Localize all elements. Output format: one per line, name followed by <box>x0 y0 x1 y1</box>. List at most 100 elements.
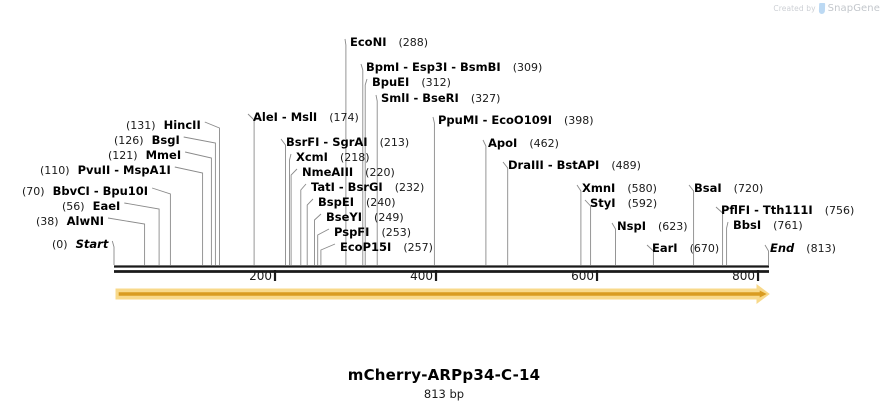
enzyme-label-bseyi[interactable]: BseYI (249) <box>326 211 404 224</box>
enzyme-name-bpuei: BpuEI <box>372 75 410 89</box>
enzyme-label-bpuei[interactable]: BpuEI (312) <box>372 76 451 89</box>
enzyme-label-nmeaiii[interactable]: NmeAIII (220) <box>302 166 395 179</box>
enzyme-label-bsgi[interactable]: (126) BsgI <box>114 134 180 147</box>
enzyme-name-draiii: DraIII - BstAPI <box>508 158 600 172</box>
enzyme-name-pflfi: PflFI - Tth111I <box>721 203 813 217</box>
enzyme-label-styi[interactable]: StyI (592) <box>590 197 657 210</box>
ruler-tick-label-200: 200 <box>249 269 272 283</box>
enzyme-label-bsai[interactable]: BsaI (720) <box>694 182 763 195</box>
enzyme-position-start: (0) <box>52 238 68 251</box>
enzyme-name-nmeaiii: NmeAIII <box>302 165 354 179</box>
enzyme-label-ppumi[interactable]: PpuMI - EcoO109I (398) <box>438 114 594 127</box>
enzyme-label-start[interactable]: (0) Start <box>52 238 108 251</box>
enzyme-position-eari: (670) <box>689 242 720 255</box>
enzyme-name-ecop15i: EcoP15I <box>340 240 392 254</box>
enzyme-position-draiii: (489) <box>611 159 641 172</box>
enzyme-name-mmei: MmeI <box>145 148 182 162</box>
ruler-tick-group <box>273 270 760 281</box>
enzyme-name-eaei: EaeI <box>92 199 121 213</box>
enzyme-position-econi: (288) <box>398 36 429 49</box>
enzyme-position-end: (813) <box>806 242 836 255</box>
enzyme-position-alwni: (38) <box>36 215 59 228</box>
watermark-brand-label: SnapGene <box>827 3 880 14</box>
enzyme-label-draiii[interactable]: DraIII - BstAPI (489) <box>508 159 641 172</box>
snapgene-logo-icon <box>818 3 825 14</box>
enzyme-position-ppumi: (398) <box>564 114 594 127</box>
enzyme-name-econi: EcoNI <box>350 35 387 49</box>
enzyme-name-tati: TatI - BsrGI <box>311 180 383 194</box>
enzyme-label-bbvci[interactable]: (70) BbvCI - Bpu10I <box>22 185 148 198</box>
snapgene-watermark: Created by SnapGene <box>773 3 880 14</box>
enzyme-name-alwni: AlwNI <box>66 214 104 228</box>
enzyme-name-nspi: NspI <box>617 219 646 233</box>
enzyme-name-xcmi: XcmI <box>296 150 328 164</box>
enzyme-name-sgrai: BsrFI - SgrAI <box>286 135 368 149</box>
enzyme-position-nmeaiii: (220) <box>365 166 395 179</box>
enzyme-position-tati: (232) <box>394 181 425 194</box>
enzyme-position-xmni: (580) <box>627 182 657 195</box>
ruler-tick-label-400: 400 <box>410 269 434 283</box>
enzyme-label-econi[interactable]: EcoNI (288) <box>350 36 428 49</box>
enzyme-label-pvuii[interactable]: (110) PvuII - MspA1I <box>40 164 171 177</box>
enzyme-name-bbsi: BbsI <box>733 218 762 232</box>
enzyme-name-bbvci: BbvCI - Bpu10I <box>52 184 149 198</box>
enzyme-label-hincii[interactable]: (131) HincII <box>126 119 201 132</box>
enzyme-position-pvuii: (110) <box>40 164 70 177</box>
enzyme-position-bsgi: (126) <box>114 134 144 147</box>
enzyme-name-bsgi: BsgI <box>151 133 180 147</box>
enzyme-label-eari[interactable]: EarI (670) <box>652 242 719 255</box>
enzyme-label-eaei[interactable]: (56) EaeI <box>62 200 120 213</box>
enzyme-label-tati[interactable]: TatI - BsrGI (232) <box>311 181 424 194</box>
enzyme-position-pspfi: (253) <box>381 226 412 239</box>
enzyme-name-pspfi: PspFI <box>334 225 370 239</box>
map-footer: mCherry-ARPp34-C-14 813 bp <box>0 366 888 401</box>
watermark-created-label: Created by <box>773 4 816 13</box>
enzyme-name-bsai: BsaI <box>694 181 722 195</box>
enzyme-position-nspi: (623) <box>658 220 688 233</box>
enzyme-label-xmni[interactable]: XmnI (580) <box>582 182 657 195</box>
enzyme-label-alei[interactable]: AleI - MslI (174) <box>253 111 359 124</box>
ruler-tick-label-800: 800 <box>732 269 756 283</box>
enzyme-position-hincii: (131) <box>126 119 156 132</box>
enzyme-position-smli: (327) <box>470 92 501 105</box>
enzyme-position-xcmi: (218) <box>339 151 370 164</box>
enzyme-label-sgrai[interactable]: BsrFI - SgrAI (213) <box>286 136 409 149</box>
enzyme-label-bspei[interactable]: BspEI (240) <box>318 196 396 209</box>
enzyme-name-apoi: ApoI <box>488 136 518 150</box>
enzyme-label-pflfi[interactable]: PflFI - Tth111I (756) <box>721 204 854 217</box>
enzyme-label-layer: (0) Start (38) AlwNI (56) EaeI (70) BbvCI -… <box>0 26 888 266</box>
enzyme-label-alwni[interactable]: (38) AlwNI <box>36 215 104 228</box>
enzyme-position-bsai: (720) <box>733 182 764 195</box>
enzyme-label-nspi[interactable]: NspI (623) <box>617 220 688 233</box>
plasmid-name: mCherry-ARPp34-C-14 <box>347 366 541 384</box>
enzyme-name-xmni: XmnI <box>582 181 616 195</box>
enzyme-label-ecop15i[interactable]: EcoP15I (257) <box>340 241 433 254</box>
ruler-tick-label-600: 600 <box>571 269 595 283</box>
enzyme-name-bspei: BspEI <box>318 195 354 209</box>
enzyme-position-eaei: (56) <box>62 200 85 213</box>
enzyme-label-pspfi[interactable]: PspFI (253) <box>334 226 411 239</box>
enzyme-label-bbsi[interactable]: BbsI (761) <box>733 219 803 232</box>
enzyme-label-smli[interactable]: SmlI - BseRI (327) <box>381 92 500 105</box>
enzyme-name-start: Start <box>75 237 109 251</box>
enzyme-position-bpmi: (309) <box>512 61 543 74</box>
enzyme-name-eari: EarI <box>652 241 678 255</box>
enzyme-position-pflfi: (756) <box>824 204 855 217</box>
enzyme-position-apoi: (462) <box>529 137 559 150</box>
enzyme-name-pvuii: PvuII - MspA1I <box>77 163 171 177</box>
enzyme-position-styi: (592) <box>627 197 658 210</box>
enzyme-label-mmei[interactable]: (121) MmeI <box>108 149 181 162</box>
enzyme-label-end[interactable]: End (813) <box>770 242 836 255</box>
enzyme-position-bpuei: (312) <box>421 76 451 89</box>
enzyme-name-smli: SmlI - BseRI <box>381 91 459 105</box>
enzyme-name-alei: AleI - MslI <box>253 110 318 124</box>
enzyme-name-styi: StyI <box>590 196 616 210</box>
enzyme-position-alei: (174) <box>329 111 359 124</box>
enzyme-label-xcmi[interactable]: XcmI (218) <box>296 151 370 164</box>
enzyme-label-bpmi[interactable]: BpmI - Esp3I - BsmBI (309) <box>366 61 542 74</box>
enzyme-label-apoi[interactable]: ApoI (462) <box>488 137 559 150</box>
enzyme-position-bspei: (240) <box>366 196 396 209</box>
enzyme-name-ppumi: PpuMI - EcoO109I <box>438 113 552 127</box>
plasmid-size: 813 bp <box>423 387 465 401</box>
